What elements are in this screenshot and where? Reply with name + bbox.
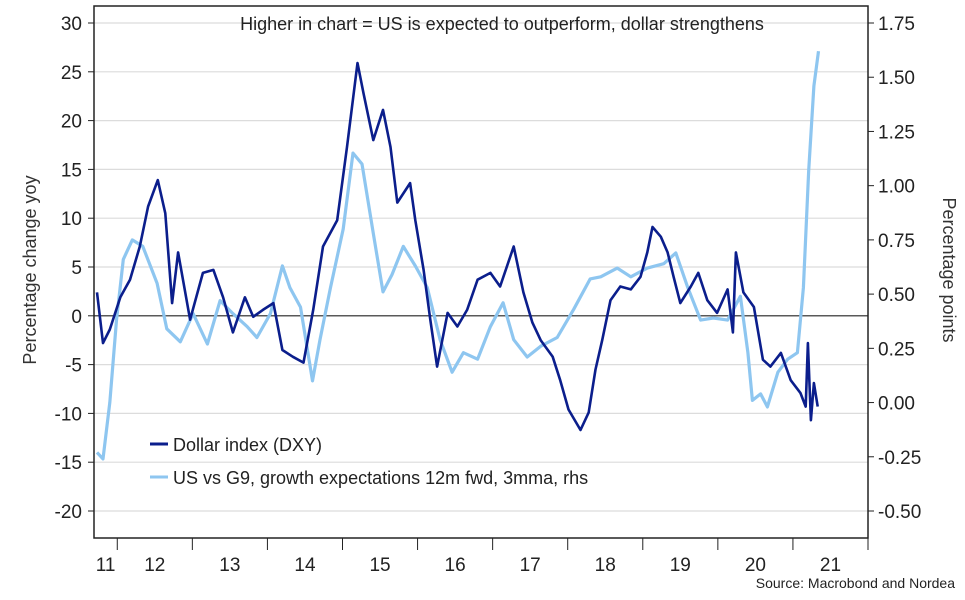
y-tick-label-right: -0.50 [878,502,921,523]
series-lines [95,50,821,461]
y-tick-label-left: 20 [61,112,82,133]
x-tick-label: 20 [745,555,766,576]
x-tick-label: 12 [144,555,165,576]
plot-frame [93,5,869,539]
x-tick-label: 13 [219,555,240,576]
y-axis-label-left: Percentage change yoy [20,175,40,364]
y-tick-label-right: 0.75 [878,231,915,252]
y-tick-label-left: 0 [71,307,82,328]
x-tick-label: 17 [520,555,541,576]
y-tick-label-left: 30 [61,14,82,35]
x-tick-label: 18 [595,555,616,576]
source-note: Source: Macrobond and Nordea [756,575,955,591]
y-tick-label-right: 0.50 [878,285,915,306]
x-tick-label: 21 [820,555,841,576]
y-tick-label-left: 10 [61,209,82,230]
gridlines [94,22,868,512]
y-tick-label-left: -20 [55,502,82,523]
y-tick-label-left: 15 [61,160,82,181]
y-tick-label-left: -10 [55,404,82,425]
x-tick-label: 15 [369,555,390,576]
axes: 30 25 20 15 10 5 0 -5 -10 -15 -20 1.75 1.50 1.25 1.00 0… [55,14,922,576]
y-tick-label-right: 1.25 [878,122,915,143]
y-tick-label-left: 5 [71,258,82,279]
y-tick-label-right: 1.00 [878,177,915,198]
x-tick-label: 14 [294,555,316,576]
x-tick-label: 16 [445,555,466,576]
legend-label-growth: US vs G9, growth expectations 12m fwd, 3… [173,468,588,488]
y-tick-label-left: -15 [55,453,82,474]
series-line-dxy [95,61,819,432]
series-line-growth-expectations [95,50,821,461]
legend-label-dxy: Dollar index (DXY) [173,435,322,455]
x-tick-label: 11 [96,555,116,576]
y-tick-label-right: -0.25 [878,448,921,469]
y-tick-label-left: 25 [61,63,82,84]
y-tick-label-right: 1.75 [878,14,915,35]
legend: Dollar index (DXY) US vs G9, growth expe… [150,435,588,488]
y-tick-label-right: 1.50 [878,68,915,89]
y-tick-label-right: 0.25 [878,339,915,360]
y-tick-label-left: -5 [65,356,82,377]
y-axis-label-right: Percentage points [939,197,959,342]
y-tick-label-right: 0.00 [878,394,915,415]
chart-title: Higher in chart = US is expected to outp… [240,14,764,34]
x-tick-label: 19 [670,555,691,576]
